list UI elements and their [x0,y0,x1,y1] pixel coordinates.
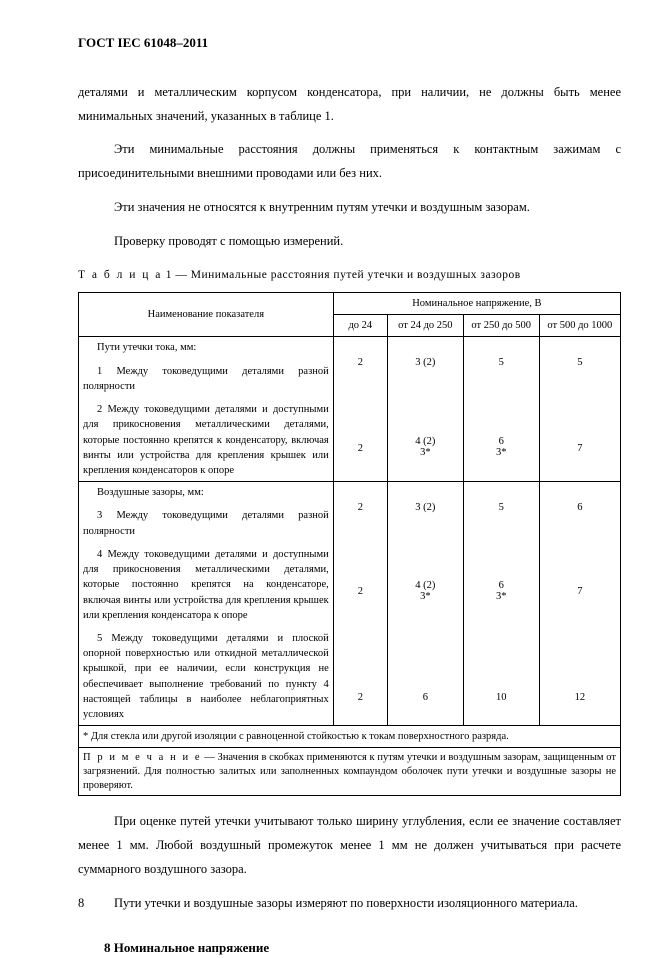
table-col1-header: до 24 [333,315,387,337]
cell: 6 [539,491,620,523]
paragraph-3: Эти значения не относятся к внутренним п… [78,196,621,220]
section-heading-8: 8 Номинальное напряжение [104,939,621,958]
cell: 10 [463,623,539,725]
cell: 7 [539,379,620,482]
table-note: П р и м е ч а н и е — Значения в скобках… [79,748,621,796]
paragraph-5: При оценке путей утечки учитывают только… [78,810,621,881]
row5-label: 4 Между токоведущими деталями и доступны… [83,547,329,623]
paragraph-2: Эти минимальные расстояния должны примен… [78,138,621,186]
page-container: ГОСТ IEC 61048–2011 деталями и металличе… [0,0,661,936]
cell: 3 (2) [387,347,463,379]
cell: 5 [463,491,539,523]
cell: 2 [333,623,387,725]
row4-label: 3 Между токоведущими деталями разной пол… [83,508,329,538]
page-number: 8 [78,894,84,912]
cell: 6 [387,623,463,725]
cell: 2 [333,491,387,523]
cell: 3 (2) [387,491,463,523]
row6-label: 5 Между токоведущими деталями и плоской … [83,631,329,722]
cell: 2 [333,379,387,482]
row1-label: 1 Между токоведущими деталями разной пол… [83,364,329,394]
table-row-group2: Воздушные зазоры, мм: 3 Между токоведущи… [79,482,334,726]
row2-label: 2 Между токоведущими деталями и доступны… [83,402,329,478]
paragraph-1: деталями и металлическим корпусом конден… [78,81,621,129]
table-footnote-row: * Для стекла или другой изоляции с равно… [79,726,621,748]
paragraph-4: Проверку проводят с помощью измерений. [78,230,621,254]
cell: 5 [539,347,620,379]
cell: 12 [539,623,620,725]
table-footnote: * Для стекла или другой изоляции с равно… [79,726,621,748]
table-row-group1: Пути утечки тока, мм: 1 Между токоведущи… [79,337,334,482]
table-col3-header: от 250 до 500 [463,315,539,337]
cell: 63* [463,523,539,623]
row-group2-title: Воздушные зазоры, мм: [83,485,329,500]
table-col4-header: от 500 до 1000 [539,315,620,337]
row-group1-title: Пути утечки тока, мм: [83,340,329,355]
cell: 5 [463,347,539,379]
cell: 7 [539,523,620,623]
cell: 4 (2)3* [387,379,463,482]
table-caption-rest: 1 — Минимальные расстояния путей утечки … [162,269,520,281]
table-caption-word: Т а б л и ц а [78,269,162,281]
cell: 2 [333,347,387,379]
table-col2-header: от 24 до 250 [387,315,463,337]
table-caption: Т а б л и ц а 1 — Минимальные расстояния… [78,267,621,284]
cell: 63* [463,379,539,482]
document-standard-header: ГОСТ IEC 61048–2011 [78,34,621,53]
table-row: Пути утечки тока, мм: 1 Между токоведущи… [79,337,621,347]
paragraph-6: Пути утечки и воздушные зазоры измеряют … [78,892,621,916]
table-row: Воздушные зазоры, мм: 3 Между токоведущи… [79,482,621,492]
cell: 4 (2)3* [387,523,463,623]
table-note-row: П р и м е ч а н и е — Значения в скобках… [79,748,621,796]
cell: 2 [333,523,387,623]
table-col0-header: Наименование показателя [79,293,334,337]
table-note-word: П р и м е ч а н и е [83,752,202,763]
table-supercol-header: Номинальное напряжение, В [333,293,620,315]
clearances-table: Наименование показателя Номинальное напр… [78,292,621,796]
